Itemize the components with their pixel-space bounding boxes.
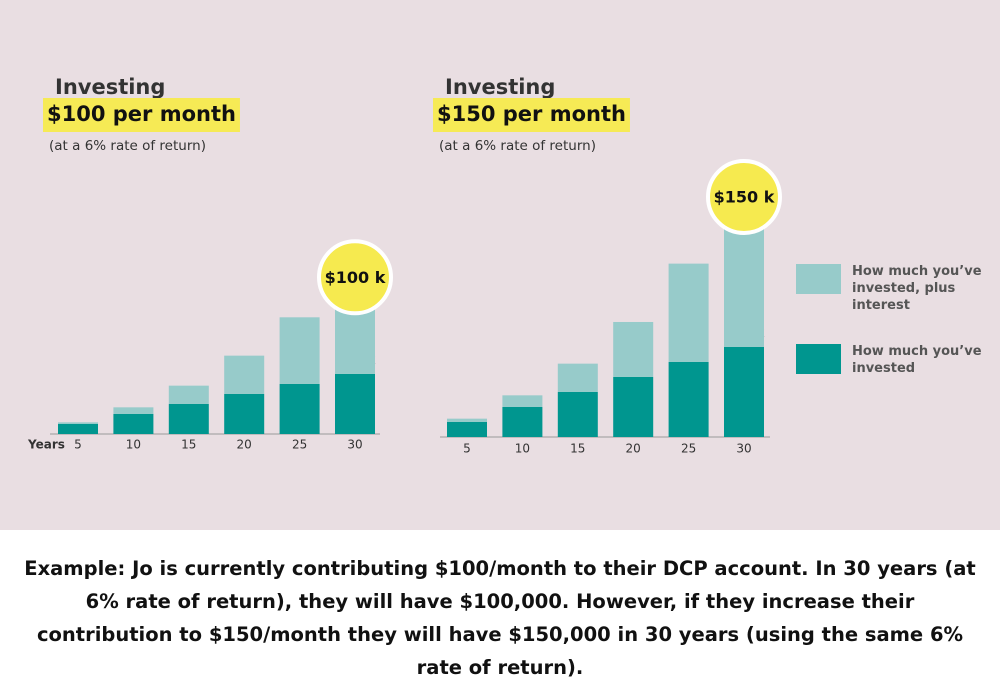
x-tick-label: 10 xyxy=(515,442,530,456)
bar xyxy=(224,355,265,394)
x-tick-label: 10 xyxy=(126,438,141,452)
bar xyxy=(58,422,98,424)
legend-swatch xyxy=(796,344,841,374)
chart: Investing $100 per month (at a 6% rate of … xyxy=(27,75,841,456)
highlight-box xyxy=(43,98,240,132)
x-tick-label: 25 xyxy=(292,438,307,452)
bar xyxy=(447,421,487,437)
caption: Example: Jo is currently contributing $1… xyxy=(24,557,976,679)
x-tick-label: 5 xyxy=(74,438,82,452)
chart-title: Investing xyxy=(55,75,165,99)
bar xyxy=(557,391,598,437)
highlight-text: $150 per month xyxy=(437,102,626,126)
legend-swatch xyxy=(796,264,841,294)
bar xyxy=(502,406,543,437)
bar xyxy=(447,418,487,422)
bar xyxy=(668,263,709,362)
x-tick-label: 25 xyxy=(681,442,696,456)
legend-label: How much you’ve invested xyxy=(852,344,982,376)
x-tick-label: 30 xyxy=(347,438,362,452)
highlight-box xyxy=(433,98,630,132)
bar xyxy=(613,321,654,377)
bar xyxy=(113,413,154,434)
highlight-text: $100 per month xyxy=(47,102,236,126)
bar xyxy=(168,385,209,404)
bar xyxy=(557,363,598,392)
x-tick-label: 15 xyxy=(570,442,585,456)
bar xyxy=(724,346,764,437)
bar xyxy=(335,373,375,434)
total-marker xyxy=(317,239,393,316)
chart-subtitle: (at a 6% rate of return) xyxy=(439,138,596,154)
bar xyxy=(279,317,320,384)
bar xyxy=(279,383,320,434)
total-label: $150 k xyxy=(714,187,775,206)
x-tick-label: 5 xyxy=(463,442,471,456)
x-tick-label: 20 xyxy=(626,442,641,456)
bar xyxy=(58,423,98,434)
bar xyxy=(113,407,154,414)
chart-subtitle: (at a 6% rate of return) xyxy=(49,138,206,154)
total-label: $100 k xyxy=(325,268,386,287)
bar xyxy=(668,361,709,437)
x-tick-label: 15 xyxy=(181,438,196,452)
bar xyxy=(168,403,209,434)
legend-label: How much you’ve invested, plus interest xyxy=(852,264,982,313)
x-tick-label: 20 xyxy=(237,438,252,452)
total-marker xyxy=(706,158,782,235)
bar xyxy=(224,393,265,434)
x-axis-label: Years xyxy=(27,438,65,452)
chart-title: Investing xyxy=(445,75,555,99)
bar xyxy=(502,395,543,407)
bar xyxy=(613,376,654,437)
x-tick-label: 30 xyxy=(736,442,751,456)
